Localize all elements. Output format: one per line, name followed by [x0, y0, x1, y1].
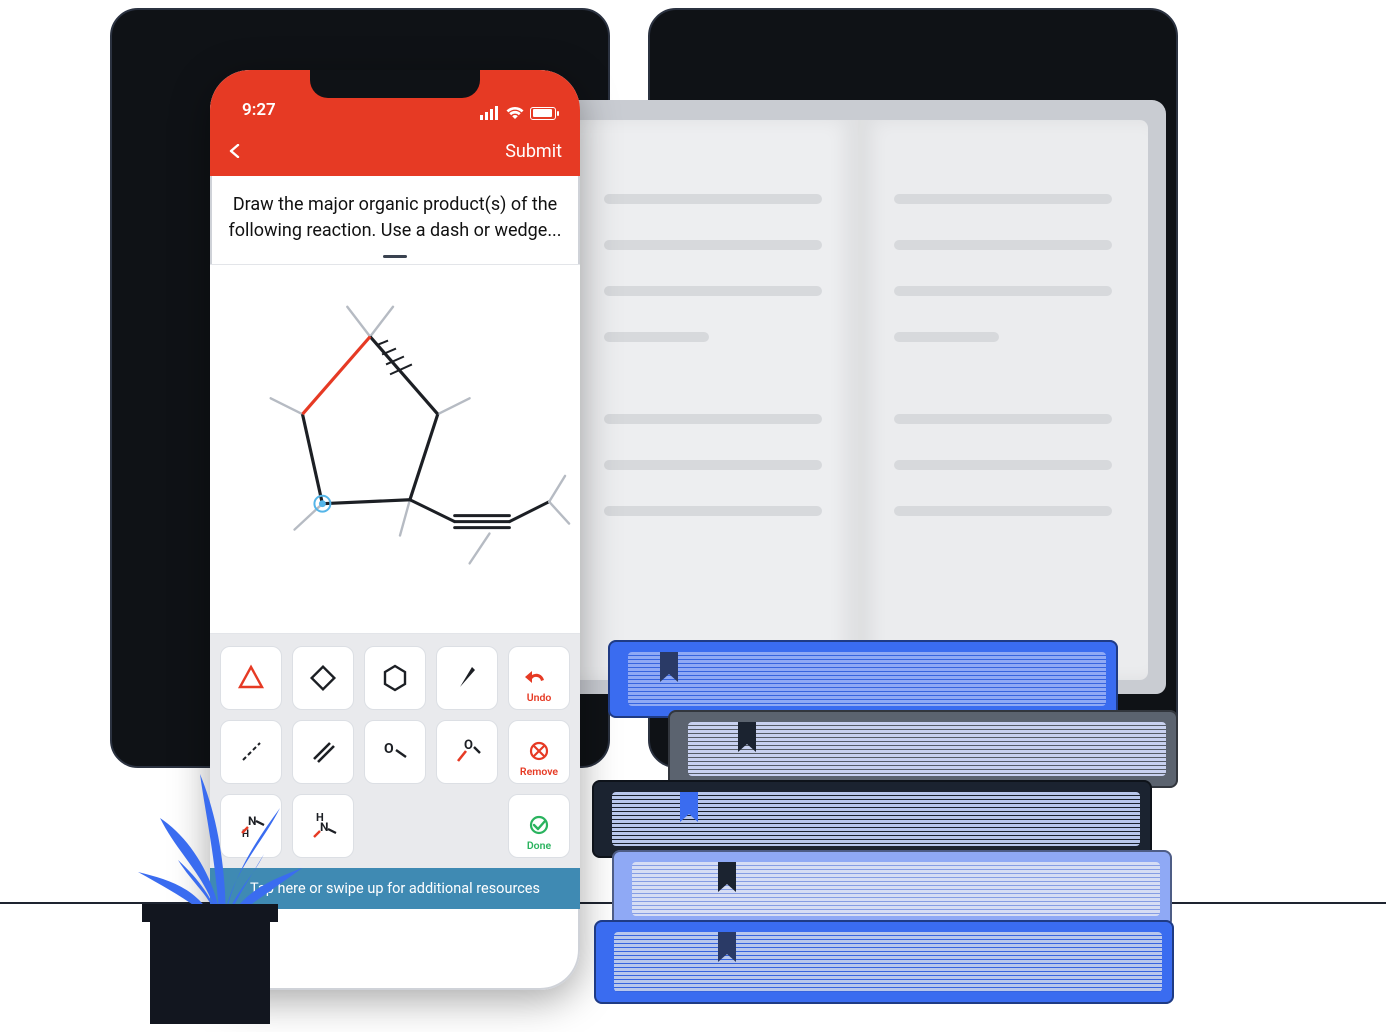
question-text: Draw the major organic product(s) of the… [210, 176, 580, 251]
tool-square[interactable] [292, 646, 354, 710]
stacked-book [612, 850, 1172, 928]
tool-remove[interactable]: Remove [508, 720, 570, 784]
tool-undo-label: Undo [527, 691, 552, 704]
tool-done[interactable]: Done [508, 794, 570, 858]
stacked-book [594, 920, 1174, 1004]
tool-undo[interactable]: Undo [508, 646, 570, 710]
stacked-book [608, 640, 1118, 718]
submit-button[interactable]: Submit [505, 141, 562, 162]
signal-icon [480, 106, 500, 120]
tool-remove-label: Remove [520, 765, 558, 778]
svg-text:N: N [320, 820, 328, 834]
open-book [568, 120, 1148, 680]
back-button[interactable] [228, 144, 242, 158]
plant [140, 774, 320, 1024]
plant-pot [150, 916, 270, 1024]
tool-hexagon[interactable] [364, 646, 426, 710]
stacked-book [668, 710, 1178, 788]
status-time: 9:27 [242, 100, 276, 120]
tool-wedge[interactable] [436, 646, 498, 710]
tool-o-accent[interactable]: O [436, 720, 498, 784]
book-stack [598, 648, 1188, 1004]
tool-triangle[interactable] [220, 646, 282, 710]
tool-empty-1 [364, 794, 426, 858]
nav-bar: Submit [210, 126, 580, 176]
wifi-icon [506, 106, 524, 120]
tool-done-label: Done [527, 839, 551, 852]
tool-empty-2 [436, 794, 498, 858]
molecule-drawing [210, 265, 580, 633]
tool-o-single[interactable]: O [364, 720, 426, 784]
battery-icon [530, 107, 556, 120]
phone-notch [310, 70, 480, 98]
svg-text:O: O [384, 741, 394, 757]
question-divider [383, 255, 407, 258]
status-bar: 9:27 [210, 70, 580, 126]
stacked-book [592, 780, 1152, 858]
drawing-canvas[interactable] [210, 264, 580, 634]
status-icons [480, 106, 556, 120]
